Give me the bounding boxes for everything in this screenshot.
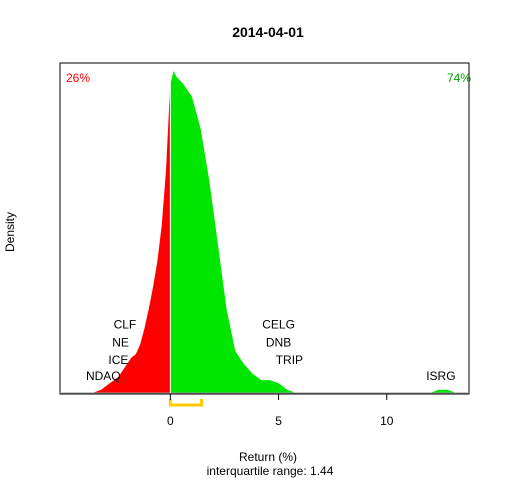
ticker-label: CLF bbox=[114, 318, 137, 332]
chart-title: 2014-04-01 bbox=[232, 24, 304, 40]
x-tick-label: 5 bbox=[275, 414, 282, 428]
ticker-label: ISRG bbox=[426, 369, 455, 383]
ticker-label: CELG bbox=[262, 318, 295, 332]
negative-share-label: 26% bbox=[66, 71, 90, 85]
negative-return-area bbox=[92, 83, 171, 394]
ticker-annotations: CLF NE ICE NDAQ CELG DNB TRIP ISRG bbox=[86, 318, 456, 384]
ticker-label: NE bbox=[112, 335, 129, 349]
density-areas bbox=[92, 71, 456, 394]
iqr-range-bar bbox=[168, 399, 204, 407]
ticker-label: NDAQ bbox=[86, 369, 121, 383]
positive-return-area bbox=[170, 71, 456, 393]
x-axis: 0 10 5 bbox=[167, 393, 394, 428]
x-tick-label: 10 bbox=[380, 414, 394, 428]
ticker-label: ICE bbox=[108, 353, 128, 367]
y-axis-label: Density bbox=[3, 212, 17, 252]
x-axis-label: Return (%) bbox=[239, 450, 297, 464]
positive-share-label: 74% bbox=[447, 71, 471, 85]
x-tick-label: 0 bbox=[167, 414, 174, 428]
iqr-subtitle: interquartile range: 1.44 bbox=[207, 464, 334, 478]
ticker-label: TRIP bbox=[276, 353, 303, 367]
ticker-label: DNB bbox=[266, 335, 291, 349]
iqr-bracket bbox=[168, 399, 204, 407]
